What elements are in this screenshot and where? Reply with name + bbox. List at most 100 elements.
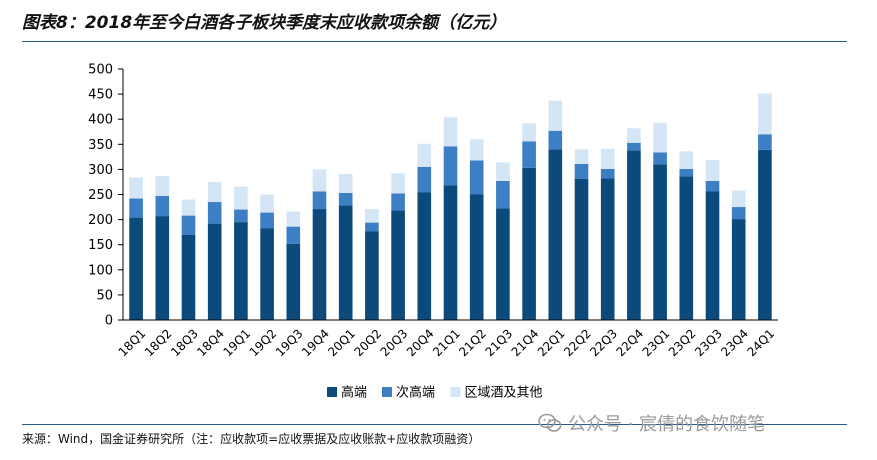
title-divider <box>22 41 847 42</box>
x-tick-label: 23Q2 <box>666 326 699 359</box>
y-tick-label: 350 <box>88 138 113 153</box>
bar-segment <box>234 186 248 210</box>
bar-segment <box>679 151 694 169</box>
bar-segment <box>705 191 720 320</box>
y-tick-label: 500 <box>88 63 113 78</box>
x-tick-label: 21Q2 <box>456 326 489 359</box>
bar-segment <box>496 208 510 320</box>
bar-segment <box>574 149 589 164</box>
bar-segment <box>469 160 484 195</box>
bar-segment <box>181 199 196 216</box>
y-tick-label: 300 <box>88 163 113 178</box>
bar-segment <box>653 152 667 165</box>
bar-segment <box>548 130 563 150</box>
x-tick-label: 23Q1 <box>640 326 673 359</box>
x-tick-label: 20Q1 <box>325 326 358 359</box>
bar-segment <box>417 143 432 167</box>
wechat-logo-icon <box>538 413 562 432</box>
bar-segment <box>679 168 694 177</box>
x-tick-label: 19Q4 <box>299 326 332 359</box>
x-tick-label: 20Q3 <box>378 326 411 359</box>
bar-segment <box>653 164 667 320</box>
bar-segment <box>548 100 563 131</box>
bar-segment <box>234 209 248 223</box>
y-tick-label: 450 <box>88 88 113 103</box>
bar-segment <box>731 190 746 208</box>
x-tick-label: 24Q1 <box>744 326 777 359</box>
bar-segment <box>496 162 510 181</box>
bar-segment <box>705 159 720 181</box>
y-axis: 0 50 100 150 200 250 300 350 400 450 500 <box>88 63 124 329</box>
bar-segment <box>286 243 301 320</box>
bar-segment <box>234 222 248 320</box>
y-tick-label: 200 <box>88 213 113 228</box>
bar-segment <box>312 169 327 192</box>
legend-swatch <box>450 387 461 397</box>
x-axis: 18Q118Q218Q318Q419Q119Q219Q319Q420Q120Q2… <box>116 319 778 359</box>
bar-segment <box>391 193 405 211</box>
legend-label: 次高端 <box>396 385 435 401</box>
bar-segment <box>443 117 458 147</box>
x-tick-label: 22Q1 <box>535 326 568 359</box>
bar-segment <box>260 194 274 213</box>
bar-segment <box>417 192 432 320</box>
x-tick-label: 21Q3 <box>482 326 515 359</box>
x-tick-label: 19Q3 <box>273 326 306 359</box>
x-tick-label: 18Q2 <box>142 326 175 359</box>
x-tick-label: 21Q1 <box>430 326 463 359</box>
bar-segment <box>627 142 641 151</box>
bar-segment <box>600 178 615 320</box>
x-tick-label: 20Q4 <box>404 326 437 359</box>
bar-segment <box>338 173 353 193</box>
bar-segment <box>574 178 589 320</box>
x-tick-label: 21Q4 <box>509 326 542 359</box>
legend-label: 高端 <box>341 385 367 401</box>
bar-segment <box>731 219 746 320</box>
bar-segment <box>443 185 458 320</box>
bar-segment <box>758 93 772 135</box>
bar-segment <box>260 228 274 320</box>
y-tick-label: 150 <box>88 238 113 253</box>
legend-swatch <box>382 387 392 397</box>
bar-segment <box>365 222 379 232</box>
bar-segment <box>522 123 536 142</box>
bar-segment <box>286 226 301 244</box>
bar-segment <box>129 198 143 218</box>
bar-segment <box>653 122 667 153</box>
y-tick-label: 250 <box>88 188 113 203</box>
bar-segment <box>522 141 536 168</box>
bar-segment <box>286 211 301 227</box>
x-tick-label: 19Q2 <box>247 326 280 359</box>
bar-segment <box>391 173 405 194</box>
y-tick-label: 0 <box>105 314 113 329</box>
bar-segment <box>181 215 196 235</box>
bar-segment <box>207 181 222 203</box>
bar-segment <box>207 202 222 224</box>
figure-title: 图表8：2018年至今白酒各子板块季度末应收款项余额（亿元） <box>22 13 507 33</box>
watermark-text: 公众号 · 宸倩的食饮随笔 <box>568 414 766 435</box>
bar-segment <box>155 196 170 217</box>
legend-label: 区域酒及其他 <box>465 386 543 401</box>
bar-segment <box>338 192 353 206</box>
x-tick-label: 20Q2 <box>351 326 384 359</box>
bar-segment <box>155 216 170 320</box>
bar-segment <box>181 234 196 320</box>
bar-segment <box>469 194 484 320</box>
x-tick-label: 22Q3 <box>587 326 620 359</box>
x-tick-label: 19Q1 <box>220 326 253 359</box>
bar-segment <box>129 217 143 320</box>
bar-segment <box>600 148 615 169</box>
bars-group <box>129 93 772 320</box>
bar-segment <box>627 128 641 143</box>
bar-segment <box>758 149 772 320</box>
x-tick-label: 18Q3 <box>168 326 201 359</box>
bar-segment <box>574 163 589 179</box>
bar-segment <box>758 134 772 150</box>
bar-segment <box>679 176 694 320</box>
bar-segment <box>600 168 615 179</box>
bar-segment <box>338 205 353 320</box>
bar-segment <box>365 209 379 223</box>
bar-segment <box>469 139 484 161</box>
watermark: 公众号 · 宸倩的食饮随笔 <box>538 410 765 436</box>
x-tick-label: 23Q3 <box>692 326 725 359</box>
